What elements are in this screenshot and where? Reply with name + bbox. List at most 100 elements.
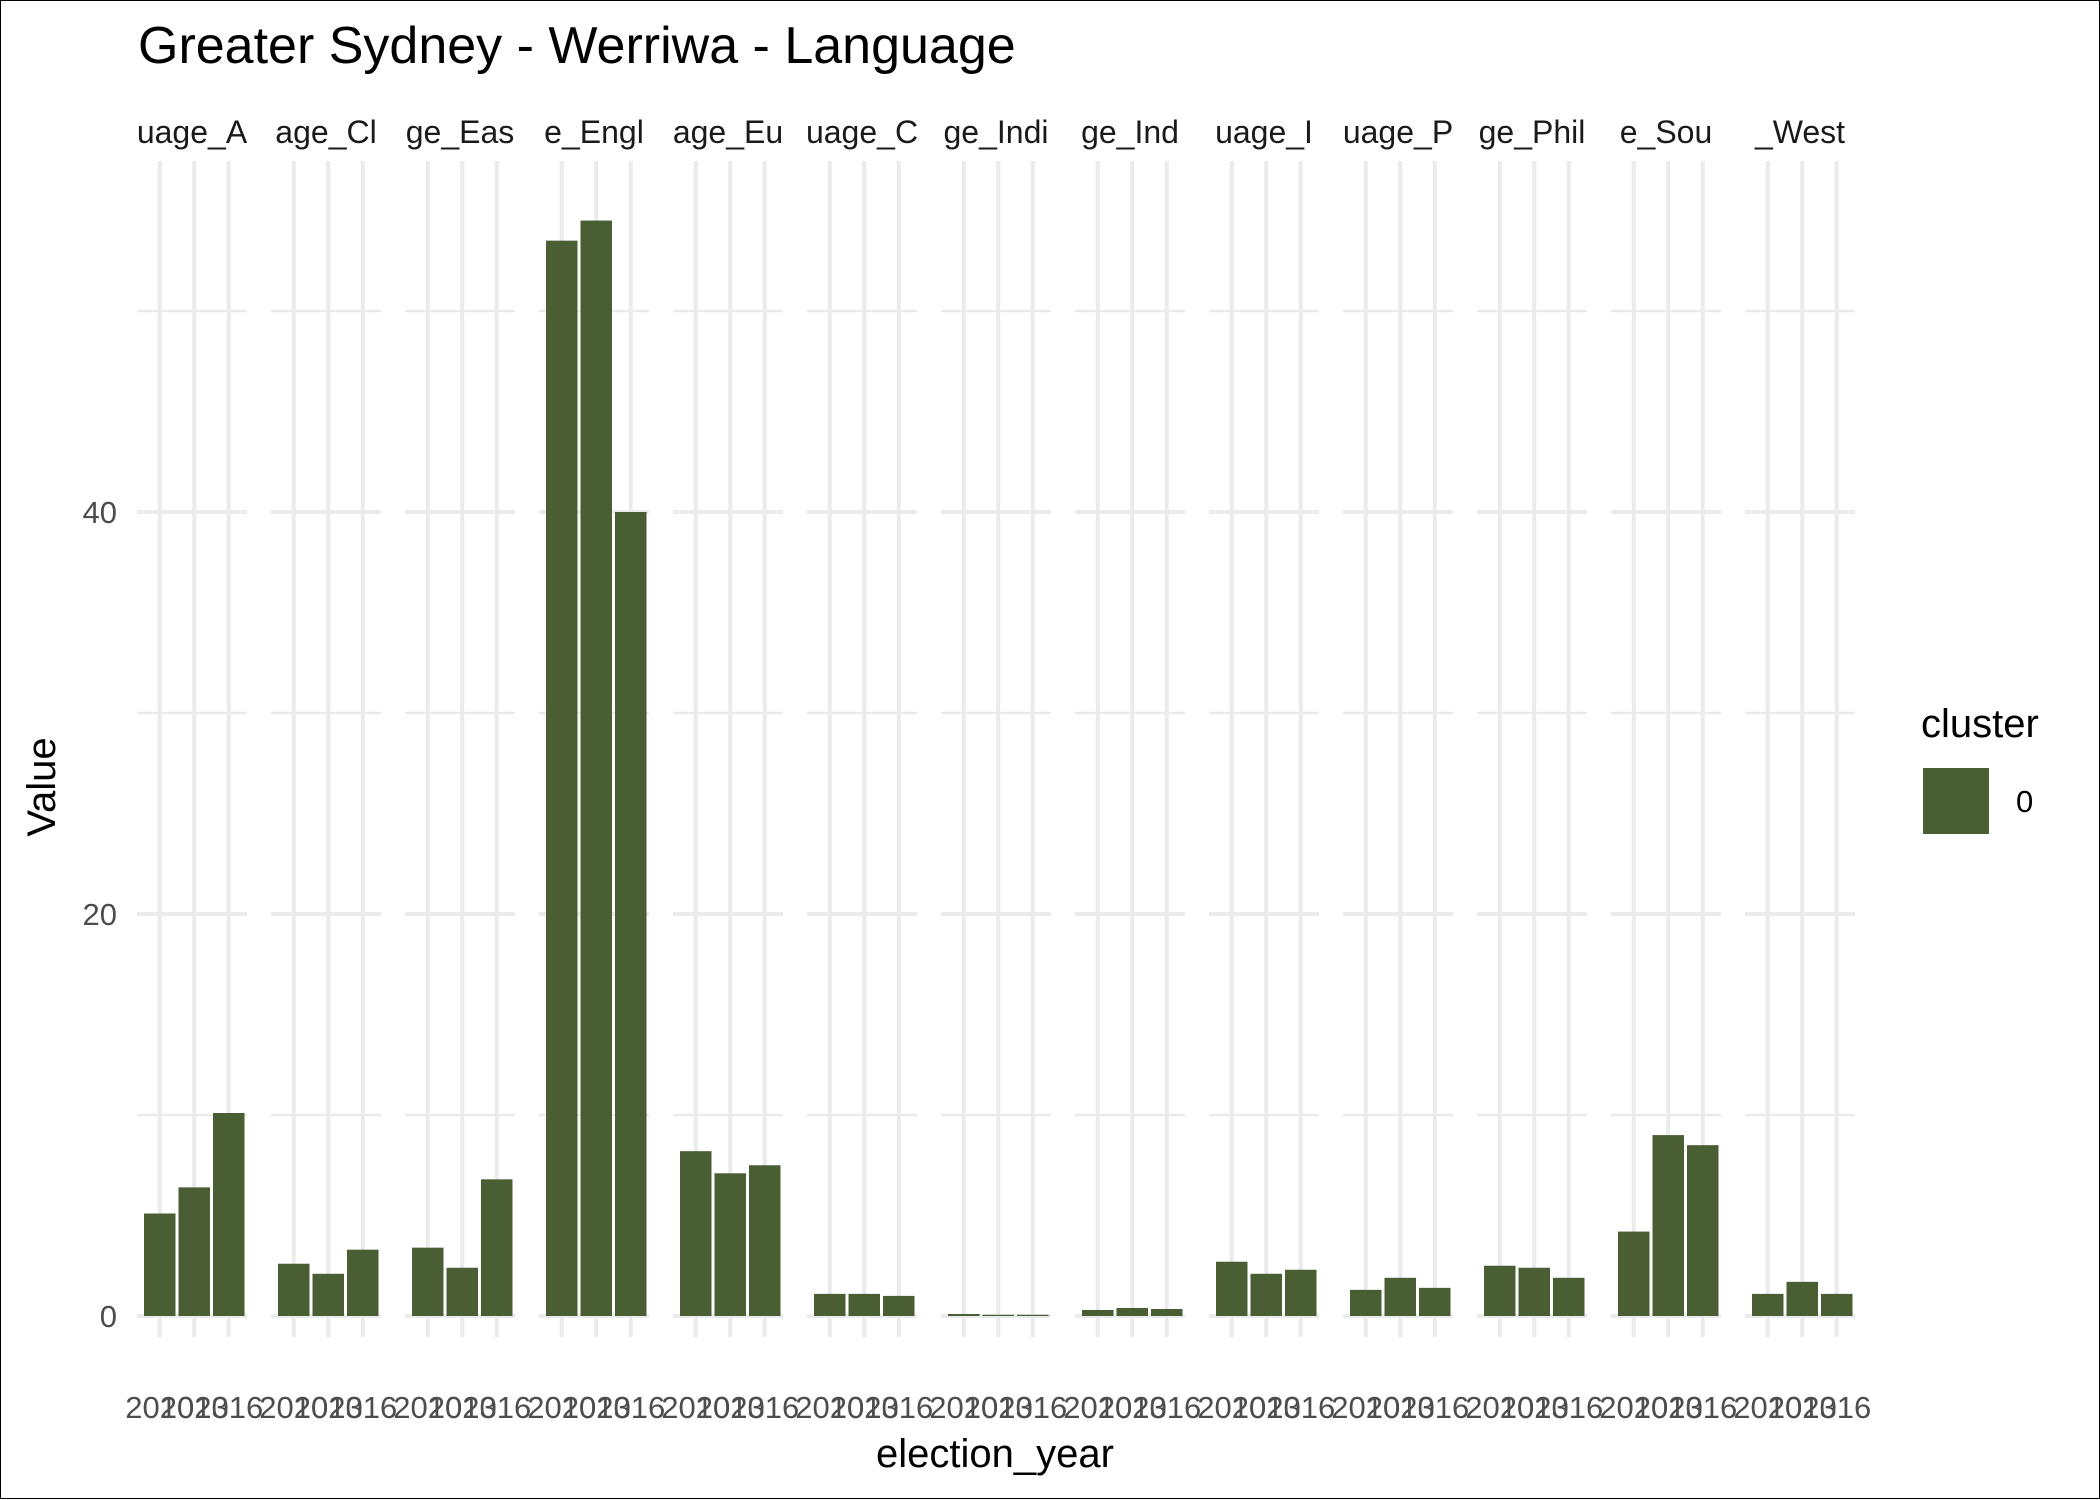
- bar-e_Engl-2010: [546, 240, 578, 1316]
- bar-e_Sou-2016: [1687, 1145, 1719, 1316]
- x-tick-label: 2013: [830, 1390, 899, 1425]
- x-tick-label: 2016: [328, 1390, 397, 1425]
- bar-uage_I-2016: [1285, 1269, 1317, 1316]
- facet-strip-label: uage_I: [1215, 114, 1313, 150]
- bar-e_Engl-2013: [580, 220, 612, 1316]
- x-tick-label: 2016: [1132, 1390, 1201, 1425]
- x-tick-label: 2010: [1331, 1390, 1400, 1425]
- x-tick-label: 2010: [1063, 1390, 1132, 1425]
- bar-ge_Phil-2010: [1484, 1265, 1516, 1316]
- bar-age_Eu-2010: [680, 1151, 712, 1316]
- bar-ge_Eas-2013: [446, 1267, 478, 1316]
- bar-ge_Indi-2013: [982, 1314, 1014, 1316]
- x-tick-label: 2013: [1500, 1390, 1569, 1425]
- bar-uage_C-2010: [814, 1293, 846, 1316]
- legend-title: cluster: [1921, 702, 2039, 746]
- facet-strip-label: age_Eu: [673, 114, 783, 150]
- x-tick-label: 2010: [125, 1390, 194, 1425]
- bar-_West-2016: [1821, 1293, 1853, 1316]
- bar-uage_C-2013: [848, 1293, 880, 1316]
- bar-uage_I-2010: [1216, 1261, 1248, 1316]
- x-tick-label: 2013: [1232, 1390, 1301, 1425]
- bar-ge_Eas-2016: [481, 1179, 513, 1316]
- y-axis: 0 20 40: [83, 495, 117, 1334]
- bar-_West-2013: [1786, 1281, 1818, 1316]
- x-tick-label: 2010: [1599, 1390, 1668, 1425]
- chart-title: Greater Sydney - Werriwa - Language: [138, 17, 1016, 75]
- x-tick-label: 2010: [795, 1390, 864, 1425]
- bar-ge_Indi-2016: [1017, 1314, 1049, 1316]
- x-tick-label: 2010: [661, 1390, 730, 1425]
- facet-strip-label: uage_C: [806, 114, 918, 150]
- x-tick-label: 2013: [160, 1390, 229, 1425]
- x-tick-label: 2013: [1634, 1390, 1703, 1425]
- x-tick-label: 2016: [1668, 1390, 1737, 1425]
- x-tick-label: 2013: [428, 1390, 497, 1425]
- x-tick-label: 2010: [1465, 1390, 1534, 1425]
- bar-age_Cl-2013: [312, 1273, 344, 1316]
- x-tick-label: 2013: [964, 1390, 1033, 1425]
- facet-strip-label: uage_A: [137, 114, 248, 150]
- x-tick-label: 2016: [1266, 1390, 1335, 1425]
- legend: cluster 0: [1921, 702, 2039, 834]
- bar-_West-2010: [1752, 1293, 1784, 1316]
- facet-strip-label: _West: [1754, 114, 1845, 150]
- facet-strip-label: ge_Phil: [1479, 114, 1586, 150]
- x-tick-label: 2010: [1733, 1390, 1802, 1425]
- bar-uage_A-2013: [178, 1187, 210, 1316]
- bar-ge_Phil-2016: [1553, 1277, 1585, 1316]
- bar-ge_Ind-2013: [1116, 1307, 1148, 1316]
- bar-age_Cl-2010: [278, 1263, 310, 1316]
- facet-strip-label: e_Engl: [544, 114, 644, 150]
- legend-key-0: [1923, 768, 1989, 834]
- x-tick-label: 2013: [1098, 1390, 1167, 1425]
- legend-label-0: 0: [2016, 784, 2033, 819]
- facet-strip-label: ge_Ind: [1081, 114, 1179, 150]
- bar-ge_Indi-2010: [948, 1313, 980, 1316]
- y-axis-title: Value: [20, 737, 64, 836]
- y-tick-label: 40: [83, 495, 117, 530]
- bar-ge_Ind-2016: [1151, 1308, 1183, 1316]
- bar-age_Eu-2013: [714, 1173, 746, 1316]
- x-tick-label: 2010: [929, 1390, 998, 1425]
- x-tick-label: 2013: [696, 1390, 765, 1425]
- x-tick-label: 2010: [393, 1390, 462, 1425]
- x-tick-label: 2016: [730, 1390, 799, 1425]
- facet-panels: uage_A201020132016age_Cl201020132016ge_E…: [125, 114, 1871, 1425]
- x-tick-label: 2010: [259, 1390, 328, 1425]
- x-tick-label: 2016: [998, 1390, 1067, 1425]
- bar-age_Eu-2016: [749, 1165, 781, 1316]
- x-tick-label: 2016: [864, 1390, 933, 1425]
- bar-e_Sou-2010: [1618, 1231, 1650, 1316]
- bar-age_Cl-2016: [347, 1249, 379, 1316]
- bar-uage_I-2013: [1250, 1273, 1282, 1316]
- bar-ge_Phil-2013: [1518, 1267, 1550, 1316]
- bar-e_Sou-2013: [1652, 1135, 1684, 1316]
- x-tick-label: 2016: [194, 1390, 263, 1425]
- x-tick-label: 2013: [294, 1390, 363, 1425]
- bar-uage_C-2016: [883, 1295, 915, 1316]
- facet-strip-label: ge_Eas: [406, 114, 515, 150]
- bar-ge_Eas-2010: [412, 1247, 444, 1316]
- x-tick-label: 2010: [527, 1390, 596, 1425]
- y-tick-label: 20: [83, 897, 117, 932]
- bar-ge_Ind-2010: [1082, 1309, 1114, 1316]
- bar-uage_P-2016: [1419, 1287, 1451, 1316]
- x-tick-label: 2016: [462, 1390, 531, 1425]
- facet-strip-label: age_Cl: [275, 114, 376, 150]
- bar-e_Engl-2016: [615, 512, 647, 1316]
- x-tick-label: 2016: [1802, 1390, 1871, 1425]
- x-axis-title: election_year: [876, 1432, 1114, 1476]
